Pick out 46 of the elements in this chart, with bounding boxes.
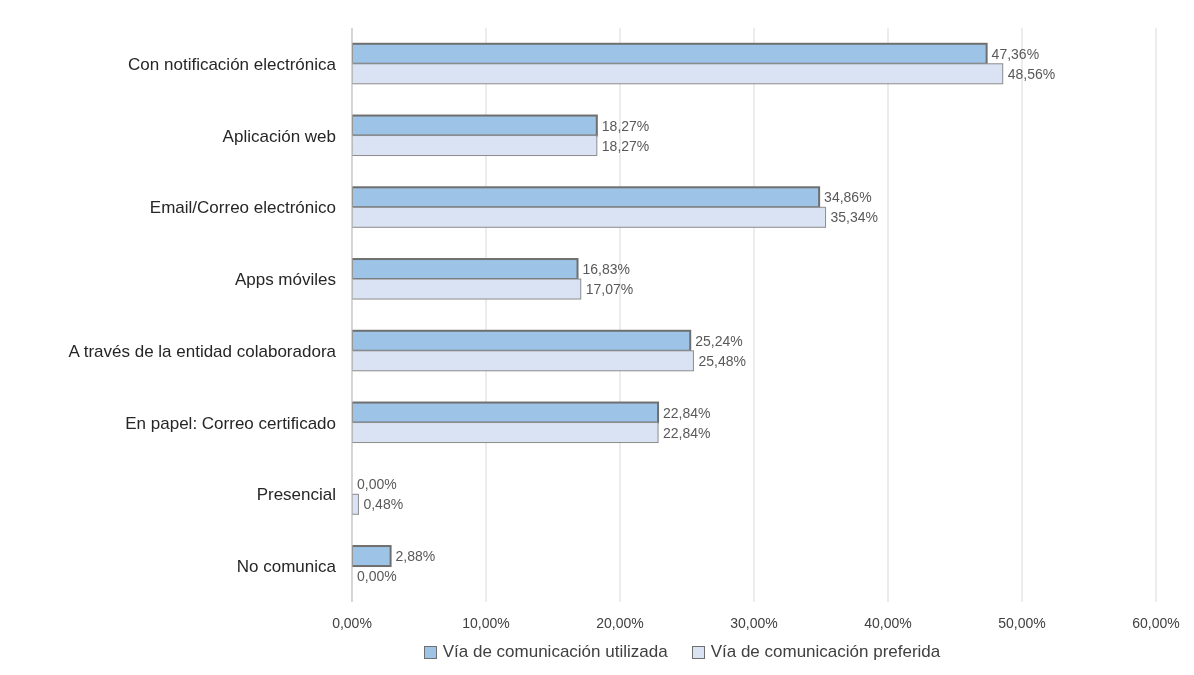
- data-label: 22,84%: [663, 404, 711, 421]
- data-label: 22,84%: [663, 424, 711, 441]
- y-tick-label: En papel: Correo certificado: [125, 413, 336, 433]
- bar: [352, 401, 660, 424]
- data-label: 0,00%: [357, 568, 397, 585]
- y-tick-label: Aplicación web: [222, 126, 336, 146]
- data-label: 47,36%: [991, 45, 1040, 62]
- data-label: 0,00%: [357, 476, 397, 493]
- data-label: 25,24%: [695, 332, 743, 349]
- y-tick-label: Con notificación electrónica: [128, 54, 337, 74]
- data-label: 18,27%: [601, 117, 650, 134]
- x-tick-label: 40,00%: [864, 614, 912, 631]
- bar: [352, 63, 1004, 85]
- legend-label: Vía de comunicación preferida: [709, 642, 941, 662]
- data-label: 17,07%: [585, 281, 634, 298]
- x-tick-label: 60,00%: [1132, 614, 1180, 631]
- bar: [352, 278, 582, 300]
- x-tick-label: 10,00%: [462, 614, 510, 631]
- legend-label: Vía de comunicación utilizada: [441, 642, 668, 662]
- data-label: 48,56%: [1007, 65, 1056, 82]
- bar: [352, 186, 821, 209]
- x-tick-label: 0,00%: [332, 614, 372, 631]
- data-label: 34,86%: [824, 189, 872, 206]
- x-tick-label: 50,00%: [998, 614, 1046, 631]
- data-label: 2,88%: [395, 548, 436, 565]
- y-tick-label: No comunica: [236, 557, 337, 577]
- bar: [352, 422, 659, 444]
- data-label: 16,83%: [582, 261, 631, 278]
- data-label: 35,34%: [830, 209, 879, 226]
- bar: [352, 42, 988, 65]
- y-tick-label: Presencial: [256, 485, 336, 505]
- bar: [352, 545, 392, 568]
- bar: [352, 350, 694, 372]
- bar: [352, 258, 579, 281]
- bar: [352, 329, 692, 352]
- data-label: 0,48%: [363, 496, 404, 513]
- bar: [352, 114, 598, 137]
- bar: [352, 135, 598, 157]
- data-label: 25,48%: [698, 352, 746, 369]
- y-tick-label: Apps móviles: [234, 270, 336, 290]
- x-tick-label: 30,00%: [730, 614, 778, 631]
- x-tick-label: 20,00%: [596, 614, 644, 631]
- bar: [352, 206, 827, 228]
- y-tick-label: Email/Correo electrónico: [149, 198, 336, 218]
- y-tick-label: A través de la entidad colaboradora: [68, 341, 337, 361]
- data-label: 18,27%: [601, 137, 650, 154]
